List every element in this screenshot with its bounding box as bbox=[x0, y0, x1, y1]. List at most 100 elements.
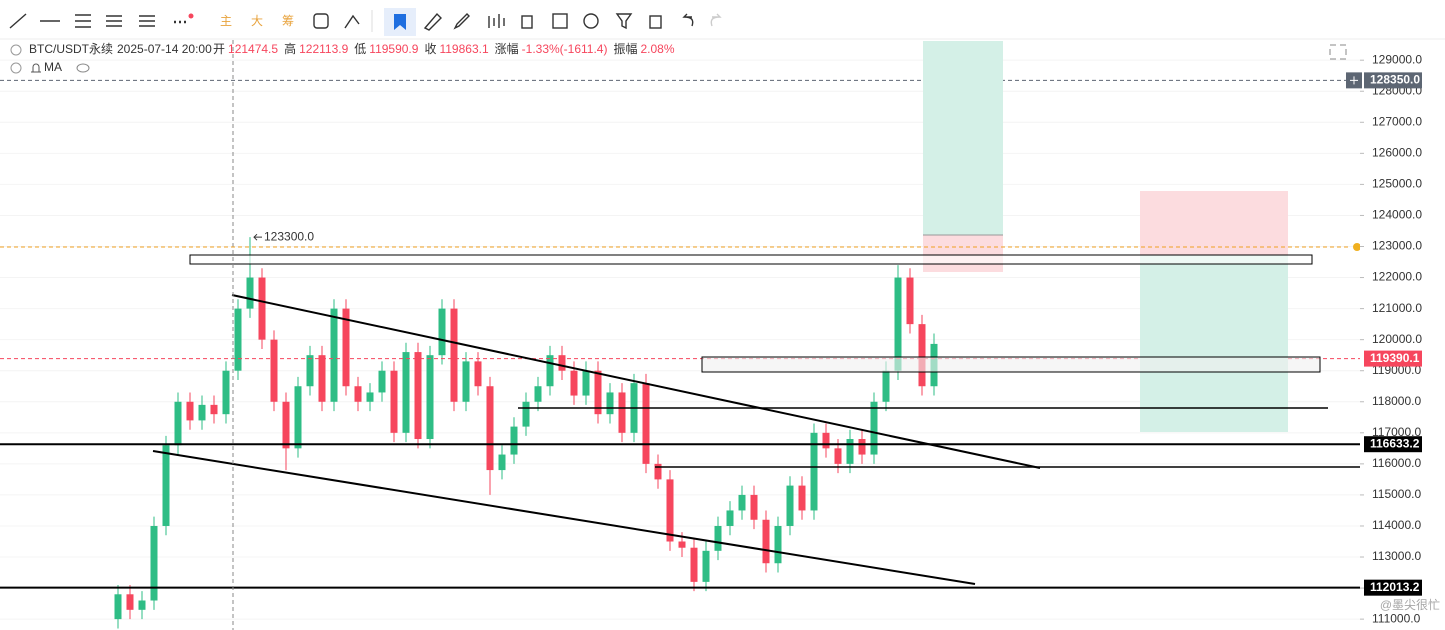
candle-body bbox=[294, 386, 302, 449]
short-profit-zone bbox=[1140, 255, 1288, 432]
candle-body bbox=[162, 445, 170, 526]
candle-body bbox=[594, 370, 602, 415]
zone-box bbox=[189, 254, 1313, 265]
tool-magnet[interactable] bbox=[583, 13, 599, 29]
toolbar: 主 大 筹 bbox=[0, 8, 1445, 40]
candle-body bbox=[618, 392, 626, 433]
tool-undo[interactable] bbox=[682, 13, 694, 27]
annotation-arrow bbox=[253, 233, 262, 241]
toggle[interactable] bbox=[10, 62, 22, 74]
y-tick-label: 123000.0 bbox=[1372, 239, 1422, 253]
candle-body bbox=[918, 324, 926, 387]
trendline-lower bbox=[152, 450, 976, 585]
candle-body bbox=[582, 370, 590, 396]
field-label: 涨幅 bbox=[495, 41, 519, 56]
legend: BTC/USDT永续 2025-07-14 20:00 开 121474.5 高 12… bbox=[10, 41, 675, 74]
candle-body bbox=[246, 277, 254, 309]
indicator: MA bbox=[44, 60, 62, 74]
candle-body bbox=[138, 600, 146, 610]
candle-body bbox=[570, 370, 578, 396]
bell-icon[interactable] bbox=[31, 63, 41, 73]
tool-line[interactable] bbox=[9, 13, 27, 29]
annotation-label: 123300.0 bbox=[264, 229, 314, 243]
candle-body bbox=[462, 361, 470, 402]
candle-body bbox=[546, 355, 554, 387]
y-tick-label: 117000.0 bbox=[1372, 425, 1421, 439]
toggle[interactable] bbox=[10, 44, 22, 56]
drawings bbox=[0, 40, 1361, 630]
field-label: 开 bbox=[213, 42, 225, 56]
candle-body bbox=[342, 308, 350, 387]
price-axis: 111000.0112000.0113000.0114000.0115000.0… bbox=[1360, 40, 1445, 630]
candle-body bbox=[282, 401, 290, 449]
tool-delete[interactable] bbox=[649, 15, 662, 29]
candle-body bbox=[354, 386, 362, 402]
candle-body bbox=[150, 525, 158, 601]
price-label-bg bbox=[1364, 350, 1422, 367]
field-value: 121474.5 bbox=[228, 42, 278, 56]
fullscreen[interactable] bbox=[1329, 44, 1347, 60]
y-tick-label: 121000.0 bbox=[1372, 301, 1422, 315]
candle-body bbox=[306, 355, 314, 387]
tool-note[interactable] bbox=[552, 13, 568, 29]
candle-body bbox=[426, 355, 434, 440]
tool-redo[interactable] bbox=[710, 13, 722, 27]
tool-candle[interactable] bbox=[488, 14, 505, 28]
trendline-upper bbox=[231, 294, 1041, 469]
watermark: @墨尖很忙 bbox=[1380, 598, 1440, 612]
tool-chip[interactable]: 筹 bbox=[282, 14, 294, 28]
candle-body bbox=[882, 370, 890, 402]
axis-bg bbox=[1360, 40, 1445, 630]
long-profit-zone bbox=[923, 41, 1003, 235]
tool-ruler[interactable] bbox=[423, 12, 442, 31]
price-label: 112013.2 bbox=[1370, 580, 1420, 594]
tool-icon[interactable] bbox=[344, 14, 360, 29]
candle-body bbox=[330, 308, 338, 402]
zone-box bbox=[701, 356, 1321, 373]
field-label: 振幅 bbox=[613, 41, 637, 56]
tool-filter[interactable] bbox=[615, 13, 633, 30]
candle-body bbox=[174, 401, 182, 446]
candle-body bbox=[642, 383, 650, 464]
candle-body bbox=[606, 392, 614, 415]
candle-body bbox=[774, 525, 782, 564]
plus-icon bbox=[1350, 76, 1358, 85]
tool-pen[interactable] bbox=[453, 13, 470, 30]
candle-body bbox=[558, 355, 566, 371]
y-tick-label: 113000.0 bbox=[1372, 549, 1421, 563]
tool-channel[interactable] bbox=[139, 15, 155, 27]
tool-main[interactable]: 主 bbox=[220, 14, 232, 28]
candle-body bbox=[186, 401, 194, 421]
tool-fib[interactable] bbox=[106, 15, 122, 27]
candle-body bbox=[654, 463, 662, 480]
candle-body bbox=[510, 426, 518, 455]
price-label: 116633.2 bbox=[1370, 436, 1420, 450]
candle-body bbox=[450, 308, 458, 402]
tool-lock[interactable] bbox=[521, 15, 533, 29]
ohlc-fields: 开 121474.5 高 122113.9 低 119590.9 收 119863.1 涨幅 -1… bbox=[213, 41, 675, 56]
candle-body bbox=[318, 355, 326, 402]
badge bbox=[188, 13, 194, 19]
candle-body bbox=[390, 370, 398, 433]
hide-icon[interactable] bbox=[76, 63, 90, 73]
candle-body bbox=[678, 541, 686, 548]
candle-body bbox=[786, 485, 794, 526]
tool-parallel[interactable] bbox=[75, 14, 91, 28]
candle-body bbox=[414, 352, 422, 440]
candle-body bbox=[258, 277, 266, 340]
y-tick-label: 118000.0 bbox=[1372, 394, 1421, 408]
candle-body bbox=[750, 494, 758, 520]
tool-icon[interactable] bbox=[313, 13, 329, 29]
candle-body bbox=[534, 386, 542, 402]
field-value: 119590.9 bbox=[369, 42, 418, 56]
tool-big[interactable]: 大 bbox=[251, 14, 263, 28]
price-labels: 128350.0 119390.1 116633.2 112013.2 bbox=[1346, 72, 1422, 596]
y-tick-label: 120000.0 bbox=[1372, 332, 1422, 346]
candle-body bbox=[378, 370, 386, 393]
price-label-bg bbox=[1364, 436, 1422, 453]
y-tick-label: 129000.0 bbox=[1372, 52, 1422, 66]
field-value: 122113.9 bbox=[299, 42, 348, 56]
y-tick-label: 125000.0 bbox=[1372, 177, 1422, 191]
candle-body bbox=[714, 525, 722, 551]
candle-body bbox=[870, 401, 878, 455]
